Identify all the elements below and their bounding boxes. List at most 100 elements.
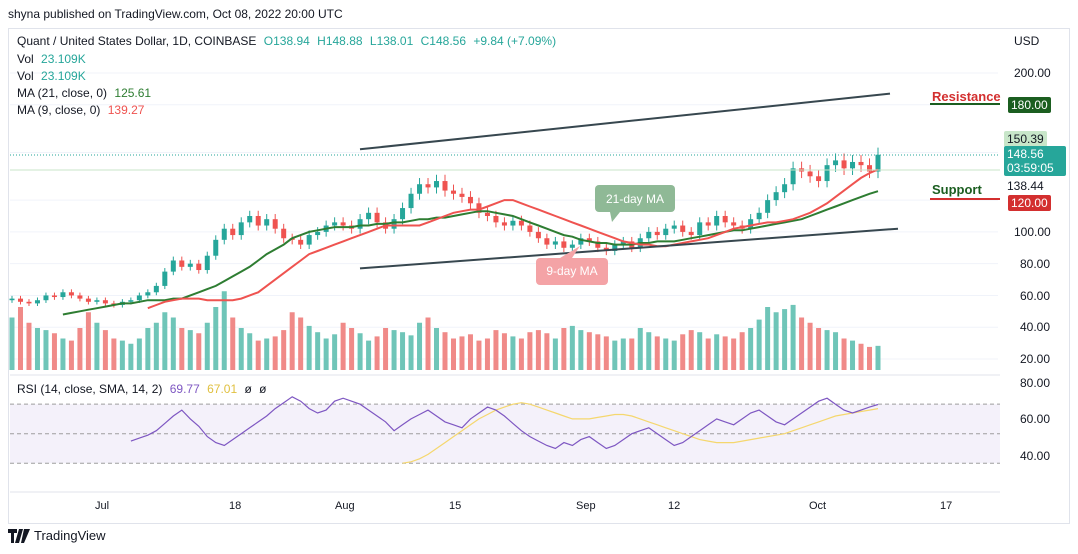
volume-bar [586,332,592,370]
candle-body [722,216,728,223]
vol-label: Vol [17,52,34,66]
ma21-label: MA (21, close, 0) [17,86,108,100]
candle-body [264,219,270,226]
currency-label: USD [1014,34,1040,48]
candle-body [841,160,847,169]
volume-bar [731,338,737,370]
volume-bar [187,330,193,370]
candle-body [94,300,100,302]
candle-body [162,271,168,286]
volume-bar [298,317,304,370]
volume-bar [501,333,507,370]
ma21-callout-pointer [610,212,620,222]
volume-bar [739,332,745,370]
candle-body [484,212,490,216]
x-label-17: 17 [940,500,953,512]
candle-body [850,161,856,169]
candle-body [867,165,873,172]
ma21-line [62,190,879,316]
volume-bar [238,328,244,370]
price-label-100: 100.00 [1014,225,1051,239]
volume-bar [400,332,406,370]
price-label-40: 40.00 [1020,320,1051,334]
volume-bar [162,312,168,370]
volume-bar [179,328,185,370]
volume-bar [366,340,372,370]
candle-body [569,244,575,248]
rsi-sma-line [402,402,879,464]
vol-label: Vol [17,69,34,83]
volume-bar [680,334,686,370]
price-label-60: 60.00 [1020,289,1051,303]
volume-bar [705,338,711,370]
ma21-legend: MA (21, close, 0) 125.61 [17,86,155,100]
volume-bar [756,319,762,370]
candle-body [493,216,499,223]
volume-bar [578,330,584,370]
volume-bar [841,338,847,370]
volume-bar [357,333,363,370]
candle-body [196,263,202,271]
volume-bar [807,322,813,370]
volume-bar [476,340,482,370]
price-label-20: 20.00 [1020,352,1051,366]
volume-bar [153,322,159,370]
candle-body [51,295,57,298]
volume-bar [272,336,278,370]
vol-legend-2: Vol 23.109K [17,69,90,83]
candle-body [255,216,261,226]
volume-bar [332,334,338,370]
volume-bar [595,334,601,370]
candle-body [535,231,541,239]
candle-body [510,220,516,226]
candle-body [391,219,397,229]
candle-body [9,298,15,301]
candle-body [434,181,440,188]
volume-bar [425,317,431,370]
volume-bar [442,332,448,370]
candle-body [204,255,210,271]
candle-body [731,222,737,226]
volume-bar [204,322,210,370]
rsi-sma-value: 67.01 [207,382,238,396]
volume-bar [408,335,414,370]
candle-body [85,298,91,302]
candle-body [60,292,66,298]
ma9-value: 139.27 [107,103,145,117]
volume-bar [697,332,703,370]
volume-bar [111,338,117,370]
candle-body [450,190,456,194]
ohlc-low: L138.01 [369,34,414,48]
candle-body [833,160,839,166]
volume-bar [85,312,91,370]
candle-body [221,228,227,240]
volume-bar [255,340,261,370]
candle-body [179,260,185,267]
volume-bar [544,333,550,370]
ma9-line [147,168,879,310]
candle-body [875,154,881,172]
candle-body [332,222,338,226]
upper-trendline [359,92,891,151]
volume-bar [102,330,108,370]
candle-body [170,260,176,272]
volume-bar [722,336,728,370]
volume-bar [535,330,541,370]
volume-bar [561,328,567,370]
volume-bar [281,330,287,370]
volume-bar [119,340,125,370]
rsi-extra-2: ø [259,382,267,396]
symbol-legend: Quant / United States Dollar, 1D, COINBA… [17,34,560,48]
volume-bar [765,307,771,370]
volume-bar [510,336,516,370]
volume-bar [323,338,329,370]
brand-name[interactable]: TradingView [34,528,106,543]
volume-bar [799,317,805,370]
volume-bar [315,332,321,370]
candle-body [773,192,779,201]
candle-body [756,212,762,220]
volume-bar [349,328,355,370]
candle-body [153,285,159,293]
current-price: 148.56 [1007,147,1044,161]
